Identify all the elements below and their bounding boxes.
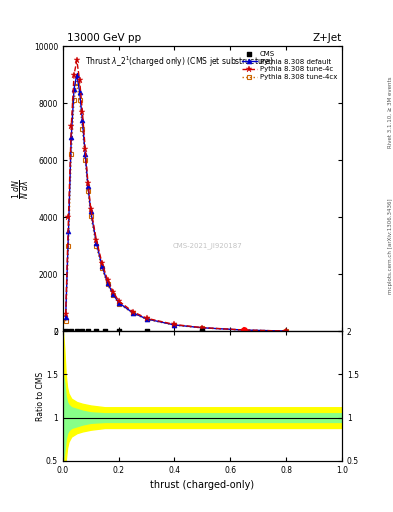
Pythia 8.308 tune-4c	[242, 327, 247, 333]
CMS	[79, 327, 86, 335]
Text: mcplots.cern.ch [arXiv:1306.3436]: mcplots.cern.ch [arXiv:1306.3436]	[388, 198, 393, 293]
CMS	[68, 327, 74, 335]
Pythia 8.308 tune-4c	[94, 237, 99, 243]
Line: Pythia 8.308 default: Pythia 8.308 default	[63, 72, 288, 333]
Pythia 8.308 tune-4c	[83, 145, 88, 152]
Pythia 8.308 tune-4cx	[77, 97, 82, 103]
Point	[241, 326, 248, 334]
Pythia 8.308 tune-4c	[99, 260, 104, 266]
Pythia 8.308 tune-4c	[86, 180, 90, 186]
Text: Rivet 3.1.10, ≥ 3M events: Rivet 3.1.10, ≥ 3M events	[388, 77, 393, 148]
Pythia 8.308 tune-4c	[72, 72, 76, 78]
Pythia 8.308 tune-4cx	[116, 301, 121, 307]
CMS	[199, 327, 206, 335]
CMS	[93, 327, 99, 335]
Pythia 8.308 tune-4c	[111, 289, 116, 295]
Pythia 8.308 default	[63, 314, 68, 320]
Pythia 8.308 tune-4cx	[144, 316, 149, 323]
Text: Thrust $\lambda$_2$^1$(charged only) (CMS jet substructure): Thrust $\lambda$_2$^1$(charged only) (CM…	[85, 55, 274, 69]
Pythia 8.308 default	[88, 208, 93, 215]
Pythia 8.308 default	[75, 72, 79, 78]
Pythia 8.308 tune-4c	[75, 57, 79, 63]
Pythia 8.308 tune-4cx	[105, 282, 110, 288]
Pythia 8.308 tune-4c	[130, 308, 135, 314]
Pythia 8.308 default	[105, 280, 110, 286]
Pythia 8.308 default	[94, 240, 99, 246]
Pythia 8.308 tune-4cx	[86, 188, 90, 195]
CMS	[143, 327, 150, 335]
Pythia 8.308 tune-4cx	[63, 318, 68, 324]
Line: Pythia 8.308 tune-4c: Pythia 8.308 tune-4c	[62, 57, 289, 334]
Pythia 8.308 default	[242, 327, 247, 333]
Pythia 8.308 default	[284, 328, 288, 334]
Pythia 8.308 tune-4cx	[200, 325, 205, 331]
Pythia 8.308 default	[200, 325, 205, 331]
Text: CMS-2021_JI920187: CMS-2021_JI920187	[173, 242, 243, 249]
Pythia 8.308 default	[172, 322, 177, 328]
Text: Z+Jet: Z+Jet	[313, 33, 342, 44]
Pythia 8.308 default	[144, 316, 149, 322]
Pythia 8.308 tune-4cx	[69, 152, 73, 158]
Pythia 8.308 tune-4c	[77, 77, 82, 83]
Pythia 8.308 default	[72, 86, 76, 92]
Pythia 8.308 tune-4cx	[111, 292, 116, 298]
Pythia 8.308 default	[86, 183, 90, 189]
Y-axis label: Ratio to CMS: Ratio to CMS	[35, 371, 44, 420]
Pythia 8.308 tune-4cx	[130, 310, 135, 316]
Pythia 8.308 tune-4cx	[284, 328, 288, 334]
Pythia 8.308 default	[116, 300, 121, 306]
Pythia 8.308 default	[99, 263, 104, 269]
Pythia 8.308 tune-4c	[144, 315, 149, 322]
CMS	[116, 327, 122, 335]
Text: 13000 GeV pp: 13000 GeV pp	[67, 33, 141, 44]
CMS	[74, 327, 80, 335]
Pythia 8.308 tune-4cx	[99, 265, 104, 271]
Pythia 8.308 tune-4c	[88, 205, 93, 211]
Pythia 8.308 tune-4c	[200, 325, 205, 331]
Pythia 8.308 default	[130, 310, 135, 316]
Pythia 8.308 tune-4cx	[83, 157, 88, 163]
Line: Pythia 8.308 tune-4cx: Pythia 8.308 tune-4cx	[63, 81, 288, 333]
Pythia 8.308 tune-4c	[105, 277, 110, 283]
Pythia 8.308 tune-4cx	[172, 322, 177, 328]
Pythia 8.308 tune-4cx	[94, 243, 99, 249]
Pythia 8.308 default	[80, 117, 85, 123]
Pythia 8.308 default	[66, 228, 71, 234]
CMS	[62, 327, 69, 335]
Pythia 8.308 tune-4c	[80, 109, 85, 115]
Pythia 8.308 tune-4c	[116, 298, 121, 304]
CMS	[101, 327, 108, 335]
Pythia 8.308 tune-4c	[66, 214, 71, 220]
Pythia 8.308 tune-4c	[284, 328, 288, 334]
Legend: CMS, Pythia 8.308 default, Pythia 8.308 tune-4c, Pythia 8.308 tune-4cx: CMS, Pythia 8.308 default, Pythia 8.308 …	[240, 50, 338, 81]
Pythia 8.308 tune-4cx	[72, 97, 76, 103]
Pythia 8.308 tune-4c	[69, 123, 73, 129]
Pythia 8.308 default	[111, 291, 116, 297]
Pythia 8.308 tune-4cx	[66, 243, 71, 249]
Y-axis label: $\frac{1}{N}\frac{dN}{d\lambda}$: $\frac{1}{N}\frac{dN}{d\lambda}$	[11, 179, 32, 199]
CMS	[85, 327, 91, 335]
Pythia 8.308 tune-4cx	[75, 80, 79, 86]
Pythia 8.308 default	[69, 134, 73, 140]
Pythia 8.308 tune-4c	[63, 311, 68, 317]
Pythia 8.308 default	[77, 89, 82, 95]
Pythia 8.308 tune-4cx	[242, 327, 247, 333]
Pythia 8.308 default	[83, 152, 88, 158]
Pythia 8.308 tune-4cx	[80, 125, 85, 132]
X-axis label: thrust (charged-only): thrust (charged-only)	[151, 480, 254, 490]
Pythia 8.308 tune-4cx	[88, 212, 93, 219]
Pythia 8.308 tune-4c	[172, 322, 177, 328]
